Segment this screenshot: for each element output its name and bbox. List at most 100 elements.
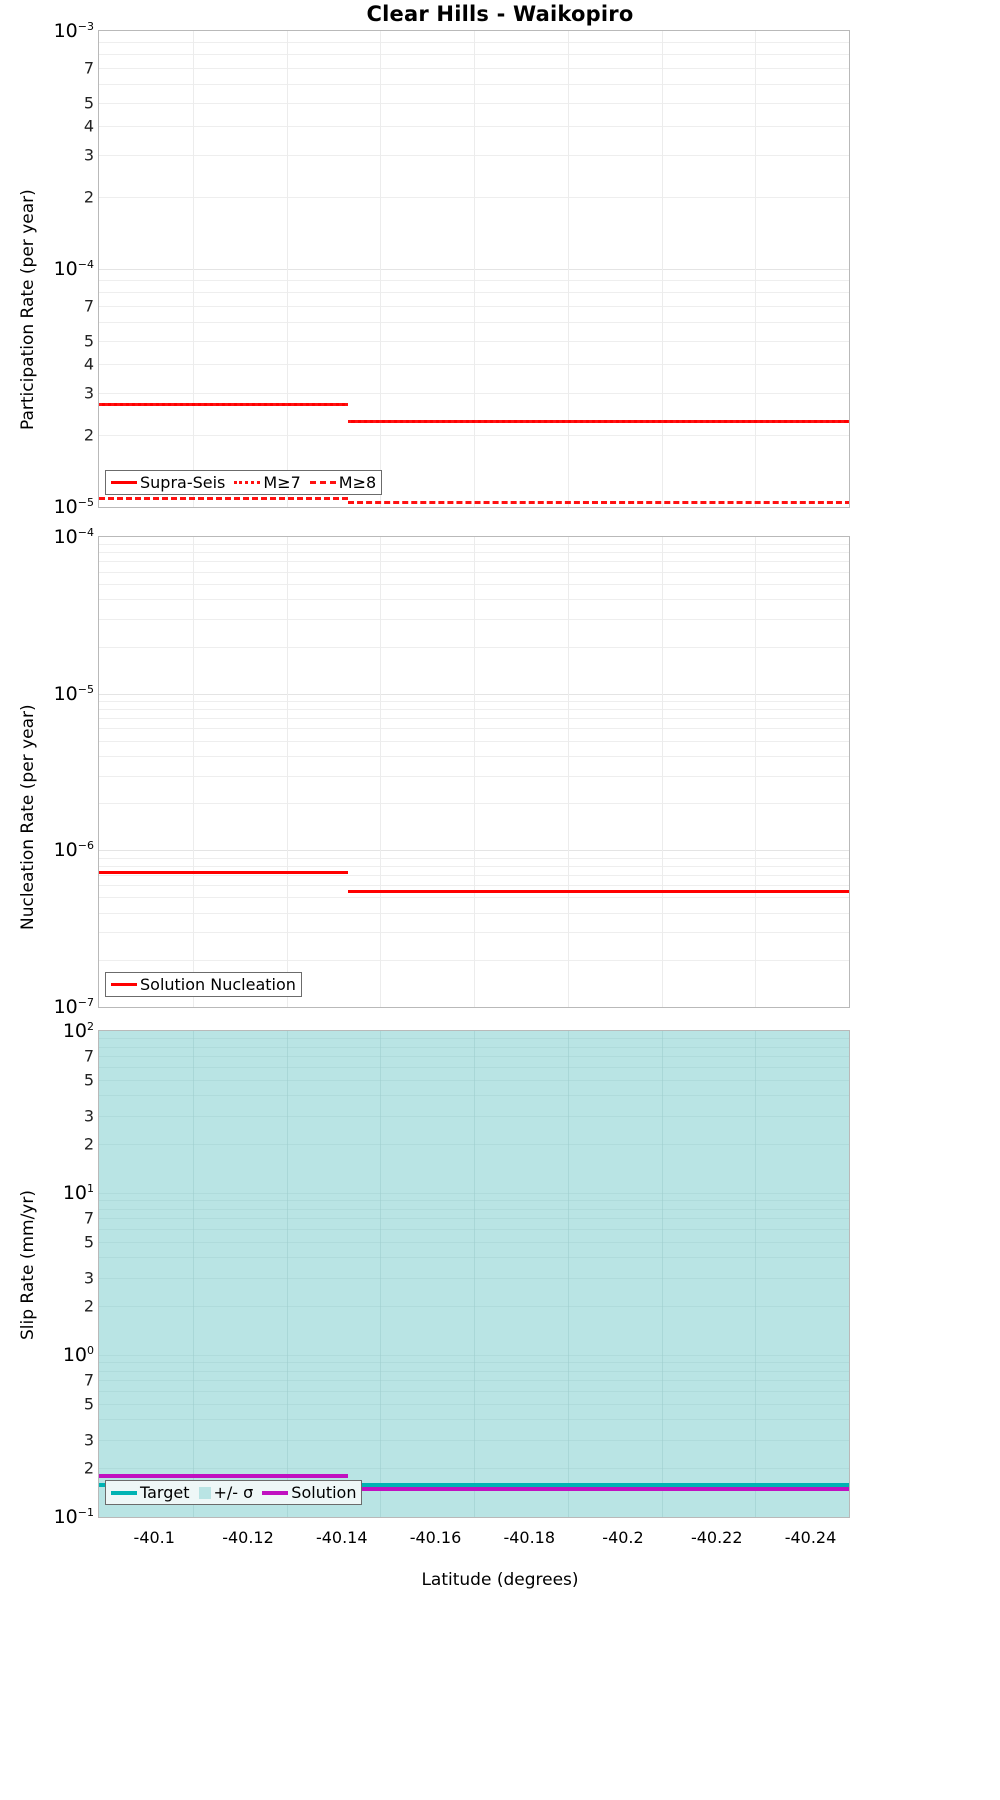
panel3-legend[interactable]: Target +/- σ Solution — [105, 1480, 363, 1505]
y-tick-minor: 5 — [83, 1394, 94, 1414]
x-tick-label: -40.22 — [690, 1528, 743, 1547]
gridline-vertical — [193, 537, 194, 1007]
y-tick-minor: 7 — [83, 296, 94, 316]
x-tick-label: -40.18 — [503, 1528, 556, 1547]
x-tick-label: -40.14 — [315, 1528, 368, 1547]
panel2-legend[interactable]: Solution Nucleation — [105, 972, 302, 997]
gridline-vertical — [287, 31, 288, 507]
page-title: Clear Hills - Waikopiro — [366, 2, 634, 26]
y-tick-minor: 4 — [83, 116, 94, 136]
panel3-y-axis-label: Slip Rate (mm/yr) — [18, 1190, 38, 1340]
gridline-vertical — [474, 537, 475, 1007]
panel2-y-axis-label: Nucleation Rate (per year) — [18, 704, 38, 930]
legend-item[interactable]: Target — [111, 1483, 190, 1502]
x-tick-label: -40.16 — [409, 1528, 462, 1547]
legend-label: Target — [140, 1483, 190, 1502]
gridline-vertical — [287, 537, 288, 1007]
gridline-vertical — [568, 31, 569, 507]
series-solution-nucleation-b — [348, 890, 849, 893]
series-m7-b — [348, 420, 849, 423]
gridline-vertical — [662, 31, 663, 507]
series-target — [99, 1483, 849, 1487]
gridline-vertical — [380, 31, 381, 507]
y-tick-minor: 3 — [83, 1106, 94, 1126]
legend-item[interactable]: M≥8 — [309, 473, 377, 492]
gridline-vertical — [380, 537, 381, 1007]
legend-swatch-icon — [262, 1490, 289, 1495]
y-tick-decade: 10−5 — [53, 495, 94, 519]
series-m8-b — [348, 501, 849, 504]
gridline-vertical — [287, 1031, 288, 1517]
y-tick-minor: 2 — [83, 1458, 94, 1478]
y-tick-decade: 101 — [62, 1181, 94, 1205]
y-tick-decade: 10−4 — [53, 525, 94, 549]
gridline-vertical — [755, 1031, 756, 1517]
y-tick-minor: 5 — [83, 93, 94, 113]
x-tick-label: -40.2 — [602, 1528, 644, 1547]
legend-swatch-icon — [309, 481, 336, 484]
gridline-vertical — [380, 1031, 381, 1517]
gridline-vertical — [193, 31, 194, 507]
y-tick-minor: 7 — [83, 1046, 94, 1066]
legend-swatch-icon — [111, 481, 137, 484]
gridline-vertical — [568, 537, 569, 1007]
x-tick-label: -40.12 — [222, 1528, 274, 1547]
series-m8-a — [99, 497, 348, 500]
y-tick-minor: 4 — [83, 354, 94, 374]
y-tick-minor: 7 — [83, 58, 94, 78]
legend-item[interactable]: +/- σ — [198, 1483, 254, 1502]
legend-swatch-icon — [111, 983, 137, 986]
legend-label: Solution Nucleation — [140, 975, 296, 994]
y-tick-minor: 2 — [83, 425, 94, 445]
gridline-vertical — [755, 31, 756, 507]
series-solution-a — [99, 1474, 348, 1478]
x-axis-label: Latitude (degrees) — [421, 1570, 579, 1590]
y-tick-minor: 3 — [83, 1268, 94, 1288]
y-tick-minor: 3 — [83, 383, 94, 403]
y-tick-decade: 10−1 — [53, 1505, 94, 1529]
gridline-vertical — [193, 1031, 194, 1517]
legend-item[interactable]: Solution Nucleation — [111, 975, 296, 994]
y-tick-minor: 5 — [83, 1232, 94, 1252]
gridline-vertical — [662, 1031, 663, 1517]
panel1-legend[interactable]: Supra-Seis M≥7 M≥8 — [105, 470, 383, 495]
series-solution-nucleation-a — [99, 871, 348, 874]
y-tick-minor: 7 — [83, 1370, 94, 1390]
legend-item[interactable]: M≥7 — [234, 473, 301, 492]
legend-item[interactable]: Solution — [262, 1483, 356, 1502]
legend-label: Supra-Seis — [140, 473, 226, 492]
y-tick-minor: 2 — [83, 187, 94, 207]
series-m7-a — [99, 403, 348, 406]
series-solution-b — [348, 1487, 849, 1491]
x-tick-label: -40.24 — [784, 1528, 837, 1547]
legend-label: +/- σ — [213, 1483, 254, 1502]
x-tick-label: -40.1 — [133, 1528, 175, 1547]
y-tick-minor: 7 — [83, 1208, 94, 1228]
y-tick-decade: 10−4 — [53, 257, 94, 281]
panel-participation-rate: Supra-Seis M≥7 M≥8 — [98, 30, 850, 508]
y-tick-minor: 3 — [83, 145, 94, 165]
y-tick-minor: 5 — [83, 1070, 94, 1090]
gridline-vertical — [474, 31, 475, 507]
y-tick-decade: 10−5 — [53, 682, 94, 705]
legend-label: Solution — [291, 1483, 357, 1502]
gridline-vertical — [662, 537, 663, 1007]
legend-item[interactable]: Supra-Seis — [111, 473, 225, 492]
panel1-y-axis-label: Participation Rate (per year) — [18, 189, 38, 430]
y-tick-minor: 2 — [83, 1296, 94, 1316]
y-tick-decade: 100 — [62, 1343, 94, 1367]
gridline-vertical — [755, 537, 756, 1007]
y-tick-minor: 5 — [83, 331, 94, 351]
legend-swatch-icon — [111, 1490, 137, 1495]
y-tick-decade: 10−6 — [53, 839, 94, 862]
legend-label: M≥8 — [338, 473, 377, 492]
gridline-vertical — [474, 1031, 475, 1517]
legend-swatch-icon — [198, 1486, 211, 1499]
panel-nucleation-rate: Solution Nucleation — [98, 536, 850, 1008]
y-tick-minor: 2 — [83, 1134, 94, 1154]
gridline-vertical — [568, 1031, 569, 1517]
y-tick-decade: 10−7 — [53, 995, 94, 1019]
legend-label: M≥7 — [263, 473, 301, 492]
y-tick-decade: 10−3 — [53, 19, 94, 43]
